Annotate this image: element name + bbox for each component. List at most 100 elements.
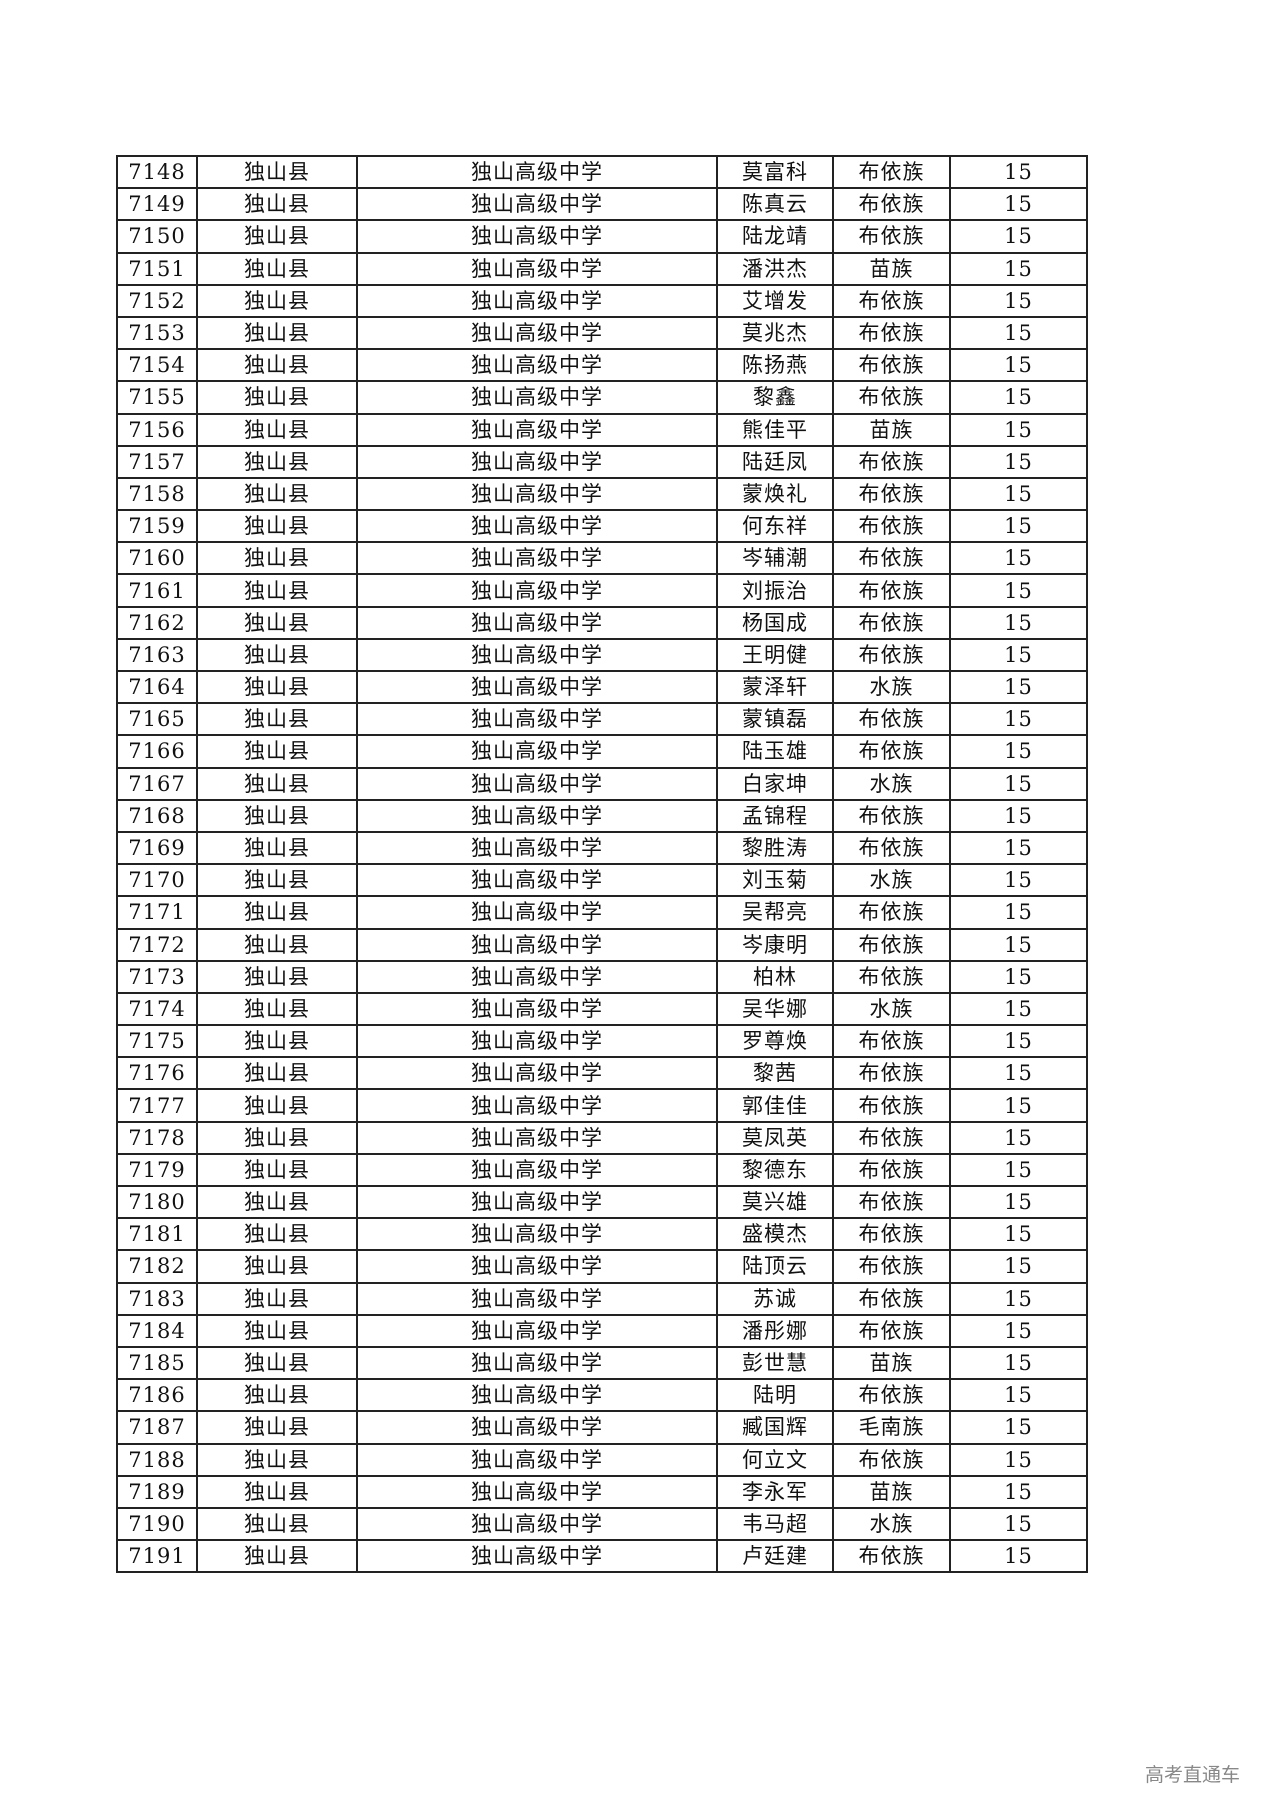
cell-student-name: 潘彤娜 bbox=[716, 1313, 834, 1348]
cell-row-number: 7164 bbox=[116, 669, 198, 705]
cell-ethnicity: 布依族 bbox=[832, 959, 951, 994]
cell-student-name: 陈扬燕 bbox=[716, 348, 834, 383]
cell-student-name: 李永军 bbox=[716, 1474, 834, 1509]
table-row: 7185 独山县 独山高级中学 彭世慧 苗族 15 bbox=[116, 1345, 1088, 1381]
table-row: 7172 独山县 独山高级中学 岑康明 布依族 15 bbox=[116, 927, 1088, 962]
table-row: 7152 独山县 独山高级中学 艾增发 布依族 15 bbox=[116, 283, 1088, 318]
cell-score: 15 bbox=[949, 1506, 1088, 1542]
table-row: 7181 独山县 独山高级中学 盛模杰 布依族 15 bbox=[116, 1217, 1088, 1252]
cell-row-number: 7154 bbox=[116, 348, 198, 383]
cell-row-number: 7162 bbox=[116, 605, 198, 640]
cell-student-name: 何立文 bbox=[716, 1442, 834, 1477]
cell-school: 独山高级中学 bbox=[356, 219, 718, 254]
cell-student-name: 杨国成 bbox=[716, 605, 834, 640]
table-row: 7176 独山县 独山高级中学 黎茜 布依族 15 bbox=[116, 1056, 1088, 1091]
cell-school: 独山高级中学 bbox=[356, 991, 718, 1027]
cell-score: 15 bbox=[949, 476, 1088, 512]
cell-county: 独山县 bbox=[196, 1474, 358, 1509]
cell-school: 独山高级中学 bbox=[356, 509, 718, 544]
cell-row-number: 7175 bbox=[116, 1024, 198, 1059]
cell-student-name: 郭佳佳 bbox=[716, 1088, 834, 1123]
cell-score: 15 bbox=[949, 1442, 1088, 1477]
cell-score: 15 bbox=[949, 1249, 1088, 1284]
cell-row-number: 7178 bbox=[116, 1120, 198, 1155]
table-row: 7184 独山县 独山高级中学 潘彤娜 布依族 15 bbox=[116, 1313, 1088, 1348]
roster-table-body: 7148 独山县 独山高级中学 莫富科 布依族 15 7149 独山县 独山高级中学 陈真云 布依族… bbox=[116, 154, 1088, 1574]
table-row: 7165 独山县 独山高级中学 蒙镇磊 布依族 15 bbox=[116, 702, 1088, 737]
cell-row-number: 7158 bbox=[116, 476, 198, 512]
cell-school: 独山高级中学 bbox=[356, 251, 718, 286]
cell-school: 独山高级中学 bbox=[356, 605, 718, 640]
cell-row-number: 7186 bbox=[116, 1378, 198, 1413]
table-row: 7153 独山县 独山高级中学 莫兆杰 布依族 15 bbox=[116, 315, 1088, 351]
cell-ethnicity: 布依族 bbox=[832, 444, 951, 479]
cell-county: 独山县 bbox=[196, 444, 358, 479]
cell-score: 15 bbox=[949, 315, 1088, 351]
cell-school: 独山高级中学 bbox=[356, 959, 718, 994]
cell-score: 15 bbox=[949, 1056, 1088, 1091]
cell-row-number: 7167 bbox=[116, 766, 198, 801]
cell-student-name: 莫兆杰 bbox=[716, 315, 834, 351]
cell-county: 独山县 bbox=[196, 1152, 358, 1188]
cell-school: 独山高级中学 bbox=[356, 187, 718, 222]
cell-student-name: 熊佳平 bbox=[716, 412, 834, 447]
cell-student-name: 彭世慧 bbox=[716, 1345, 834, 1381]
cell-school: 独山高级中学 bbox=[356, 1088, 718, 1123]
cell-row-number: 7155 bbox=[116, 380, 198, 415]
cell-county: 独山县 bbox=[196, 1539, 358, 1574]
cell-score: 15 bbox=[949, 1410, 1088, 1445]
cell-county: 独山县 bbox=[196, 412, 358, 447]
table-row: 7187 独山县 独山高级中学 臧国辉 毛南族 15 bbox=[116, 1410, 1088, 1445]
cell-school: 独山高级中学 bbox=[356, 444, 718, 479]
cell-county: 独山县 bbox=[196, 348, 358, 383]
cell-score: 15 bbox=[949, 1345, 1088, 1381]
cell-county: 独山县 bbox=[196, 1378, 358, 1413]
table-row: 7188 独山县 独山高级中学 何立文 布依族 15 bbox=[116, 1442, 1088, 1477]
cell-ethnicity: 水族 bbox=[832, 766, 951, 801]
cell-row-number: 7173 bbox=[116, 959, 198, 994]
cell-score: 15 bbox=[949, 412, 1088, 447]
cell-student-name: 黎胜涛 bbox=[716, 830, 834, 866]
cell-school: 独山高级中学 bbox=[356, 348, 718, 383]
cell-ethnicity: 布依族 bbox=[832, 798, 951, 833]
cell-score: 15 bbox=[949, 766, 1088, 801]
cell-county: 独山县 bbox=[196, 637, 358, 673]
cell-school: 独山高级中学 bbox=[356, 798, 718, 833]
cell-row-number: 7182 bbox=[116, 1249, 198, 1284]
roster-table: 7148 独山县 独山高级中学 莫富科 布依族 15 7149 独山县 独山高级中学 陈真云 布依族… bbox=[116, 154, 1088, 1574]
cell-county: 独山县 bbox=[196, 1442, 358, 1477]
cell-ethnicity: 布依族 bbox=[832, 541, 951, 576]
table-row: 7151 独山县 独山高级中学 潘洪杰 苗族 15 bbox=[116, 251, 1088, 286]
cell-ethnicity: 布依族 bbox=[832, 1313, 951, 1348]
cell-school: 独山高级中学 bbox=[356, 1217, 718, 1252]
table-row: 7164 独山县 独山高级中学 蒙泽轩 水族 15 bbox=[116, 669, 1088, 705]
cell-score: 15 bbox=[949, 830, 1088, 866]
cell-county: 独山县 bbox=[196, 798, 358, 833]
cell-row-number: 7157 bbox=[116, 444, 198, 479]
cell-county: 独山县 bbox=[196, 1313, 358, 1348]
cell-ethnicity: 布依族 bbox=[832, 637, 951, 673]
cell-ethnicity: 布依族 bbox=[832, 734, 951, 769]
cell-county: 独山县 bbox=[196, 573, 358, 608]
table-row: 7155 独山县 独山高级中学 黎鑫 布依族 15 bbox=[116, 380, 1088, 415]
cell-county: 独山县 bbox=[196, 1506, 358, 1542]
table-row: 7156 独山县 独山高级中学 熊佳平 苗族 15 bbox=[116, 412, 1088, 447]
cell-row-number: 7165 bbox=[116, 702, 198, 737]
table-row: 7190 独山县 独山高级中学 韦马超 水族 15 bbox=[116, 1506, 1088, 1542]
cell-student-name: 韦马超 bbox=[716, 1506, 834, 1542]
cell-school: 独山高级中学 bbox=[356, 927, 718, 962]
cell-score: 15 bbox=[949, 863, 1088, 898]
cell-ethnicity: 布依族 bbox=[832, 1120, 951, 1155]
table-row: 7154 独山县 独山高级中学 陈扬燕 布依族 15 bbox=[116, 348, 1088, 383]
cell-school: 独山高级中学 bbox=[356, 1152, 718, 1188]
cell-score: 15 bbox=[949, 895, 1088, 930]
cell-ethnicity: 布依族 bbox=[832, 605, 951, 640]
cell-county: 独山县 bbox=[196, 509, 358, 544]
cell-score: 15 bbox=[949, 669, 1088, 705]
cell-row-number: 7183 bbox=[116, 1281, 198, 1316]
cell-ethnicity: 苗族 bbox=[832, 251, 951, 286]
cell-score: 15 bbox=[949, 702, 1088, 737]
cell-row-number: 7171 bbox=[116, 895, 198, 930]
cell-school: 独山高级中学 bbox=[356, 315, 718, 351]
cell-row-number: 7163 bbox=[116, 637, 198, 673]
